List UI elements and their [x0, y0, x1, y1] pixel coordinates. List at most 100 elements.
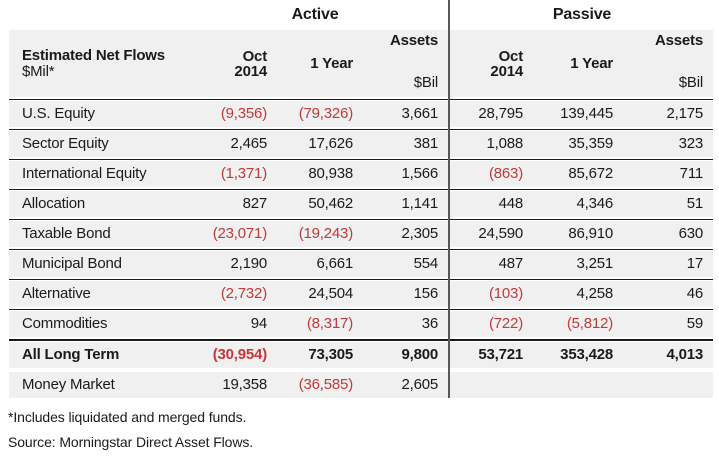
- footnote-liquidated: *Includes liquidated and merged funds.: [8, 409, 247, 425]
- row-category-label: Allocation: [22, 195, 86, 212]
- row-category-label: International Equity: [22, 165, 147, 182]
- cell-passive-assets: 630: [678, 225, 704, 242]
- row-category-label: Municipal Bond: [22, 255, 122, 272]
- cell-passive-oct-2014: 53,721: [478, 346, 523, 363]
- active-passive-divider: [448, 0, 450, 398]
- cell-active-assets: 554: [413, 255, 439, 272]
- footnote-source: Source: Morningstar Direct Asset Flows.: [8, 434, 254, 450]
- table-body: U.S. Equity (9,356) (79,326) 3,661 28,79…: [9, 98, 713, 398]
- cell-active-assets: 1,141: [401, 195, 438, 212]
- cell-passive-1-year: [523, 372, 613, 398]
- header-passive-assets: Assets $Bil: [655, 32, 703, 91]
- cell-active-1-year: 6,661: [316, 255, 353, 272]
- cell-active-oct-2014: 2,465: [230, 135, 267, 152]
- row-separator: [9, 128, 713, 130]
- cell-passive-assets: 4,013: [666, 346, 703, 363]
- row-separator: [9, 308, 713, 310]
- cell-passive-assets: 46: [686, 285, 703, 302]
- passive-group-label: Passive: [552, 6, 612, 23]
- row-separator: [9, 98, 713, 100]
- cell-right-pad: [703, 161, 713, 187]
- cell-active-oct-2014: 19,358: [222, 376, 267, 393]
- cell-passive-oct-2014: [460, 372, 523, 398]
- row-category-label: Money Market: [22, 376, 115, 393]
- cell-active-1-year: 73,305: [308, 346, 353, 363]
- table-row: Allocation 827 50,462 1,141 448 4,346 51: [9, 191, 713, 217]
- cell-active-1-year: 80,938: [308, 165, 353, 182]
- cell-active-oct-2014: 2,190: [230, 255, 267, 272]
- cell-active-oct-2014: 827: [242, 195, 268, 212]
- cell-passive-1-year: 353,428: [560, 346, 613, 363]
- table-row: Commodities 94 (8,317) 36 (722) (5,812) …: [9, 311, 713, 337]
- cell-passive-1-year: (5,812): [566, 315, 613, 332]
- cell-passive-assets: 59: [686, 315, 703, 332]
- row-category-label: U.S. Equity: [22, 105, 95, 122]
- cell-passive-oct-2014: (863): [488, 165, 523, 182]
- cell-right-pad: [703, 221, 713, 247]
- cell-active-assets: 156: [413, 285, 439, 302]
- cell-right-pad: [703, 251, 713, 277]
- cell-passive-oct-2014: 1,088: [486, 135, 523, 152]
- cell-active-1-year: 50,462: [308, 195, 353, 212]
- row-separator: [9, 188, 713, 190]
- row-category-label: All Long Term: [22, 346, 120, 363]
- flows-table: Estimated Net Flows $Mil* Oct 2014 1 Yea…: [9, 30, 713, 398]
- cell-active-assets: 36: [421, 315, 438, 332]
- header-unit: $Mil*: [22, 62, 55, 80]
- cell-passive-1-year: 3,251: [576, 255, 613, 272]
- cell-active-oct-2014: (9,356): [220, 105, 267, 122]
- row-category-label: Alternative: [22, 285, 91, 302]
- cell-passive-1-year: 85,672: [568, 165, 613, 182]
- header-active-1-year: 1 Year: [310, 55, 353, 72]
- cell-active-1-year: 17,626: [308, 135, 353, 152]
- header-passive-1-year: 1 Year: [570, 55, 613, 72]
- cell-passive-assets: 2,175: [666, 105, 703, 122]
- cell-passive-oct-2014: (722): [488, 315, 523, 332]
- cell-passive-oct-2014: (103): [488, 285, 523, 302]
- table-row: Sector Equity 2,465 17,626 381 1,088 35,…: [9, 131, 713, 157]
- row-separator: [9, 248, 713, 250]
- cell-active-1-year: 24,504: [308, 285, 353, 302]
- cell-active-1-year: (79,326): [298, 105, 353, 122]
- cell-passive-oct-2014: 448: [498, 195, 524, 212]
- table-row: Municipal Bond 2,190 6,661 554 487 3,251…: [9, 251, 713, 277]
- cell-passive-assets: [613, 372, 703, 398]
- header-active-assets: Assets $Bil: [390, 32, 438, 91]
- cell-passive-oct-2014: 24,590: [478, 225, 523, 242]
- row-separator: [9, 218, 713, 220]
- cell-active-oct-2014: (30,954): [212, 346, 267, 363]
- cell-right-pad: [703, 372, 713, 398]
- row-separator: [9, 158, 713, 160]
- cell-passive-assets: 711: [679, 165, 704, 182]
- cell-passive-assets: 17: [686, 255, 703, 272]
- cell-active-assets: 1,566: [401, 165, 438, 182]
- cell-active-1-year: (19,243): [298, 225, 353, 242]
- cell-passive-1-year: 35,359: [568, 135, 613, 152]
- cell-right-pad: [703, 311, 713, 337]
- header-title: Estimated Net Flows: [22, 46, 165, 64]
- header-passive-oct-2014: Oct 2014: [490, 47, 523, 80]
- cell-passive-1-year: 86,910: [568, 225, 613, 242]
- table-row: All Long Term (30,954) 73,305 9,800 53,7…: [9, 342, 713, 368]
- cell-active-assets: 2,605: [401, 376, 438, 393]
- cell-right-pad: [703, 131, 713, 157]
- table-row: U.S. Equity (9,356) (79,326) 3,661 28,79…: [9, 101, 713, 127]
- header-row-label: Estimated Net Flows $Mil*: [9, 30, 190, 97]
- row-category-label: Taxable Bond: [22, 225, 111, 242]
- cell-active-oct-2014: (1,371): [220, 165, 267, 182]
- cell-active-assets: 381: [413, 135, 439, 152]
- cell-active-oct-2014: 94: [250, 315, 267, 332]
- cell-passive-1-year: 139,445: [560, 105, 613, 122]
- row-category-label: Sector Equity: [22, 135, 109, 152]
- cell-active-assets: 2,305: [401, 225, 438, 242]
- header-active-oct-2014: Oct 2014: [234, 47, 267, 80]
- cell-active-1-year: (36,585): [298, 376, 353, 393]
- cell-active-assets: 3,661: [401, 105, 438, 122]
- cell-right-pad: [703, 281, 713, 307]
- active-group-label: Active: [291, 6, 339, 23]
- table-header-row: Estimated Net Flows $Mil* Oct 2014 1 Yea…: [9, 30, 713, 97]
- cell-active-1-year: (8,317): [306, 315, 353, 332]
- cell-active-oct-2014: (2,732): [220, 285, 267, 302]
- table-row: Money Market 19,358 (36,585) 2,605: [9, 372, 713, 398]
